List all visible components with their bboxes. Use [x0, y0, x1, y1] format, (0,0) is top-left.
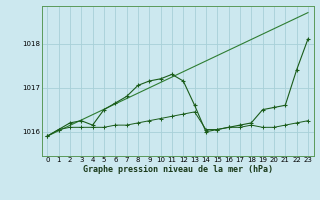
X-axis label: Graphe pression niveau de la mer (hPa): Graphe pression niveau de la mer (hPa): [83, 165, 273, 174]
